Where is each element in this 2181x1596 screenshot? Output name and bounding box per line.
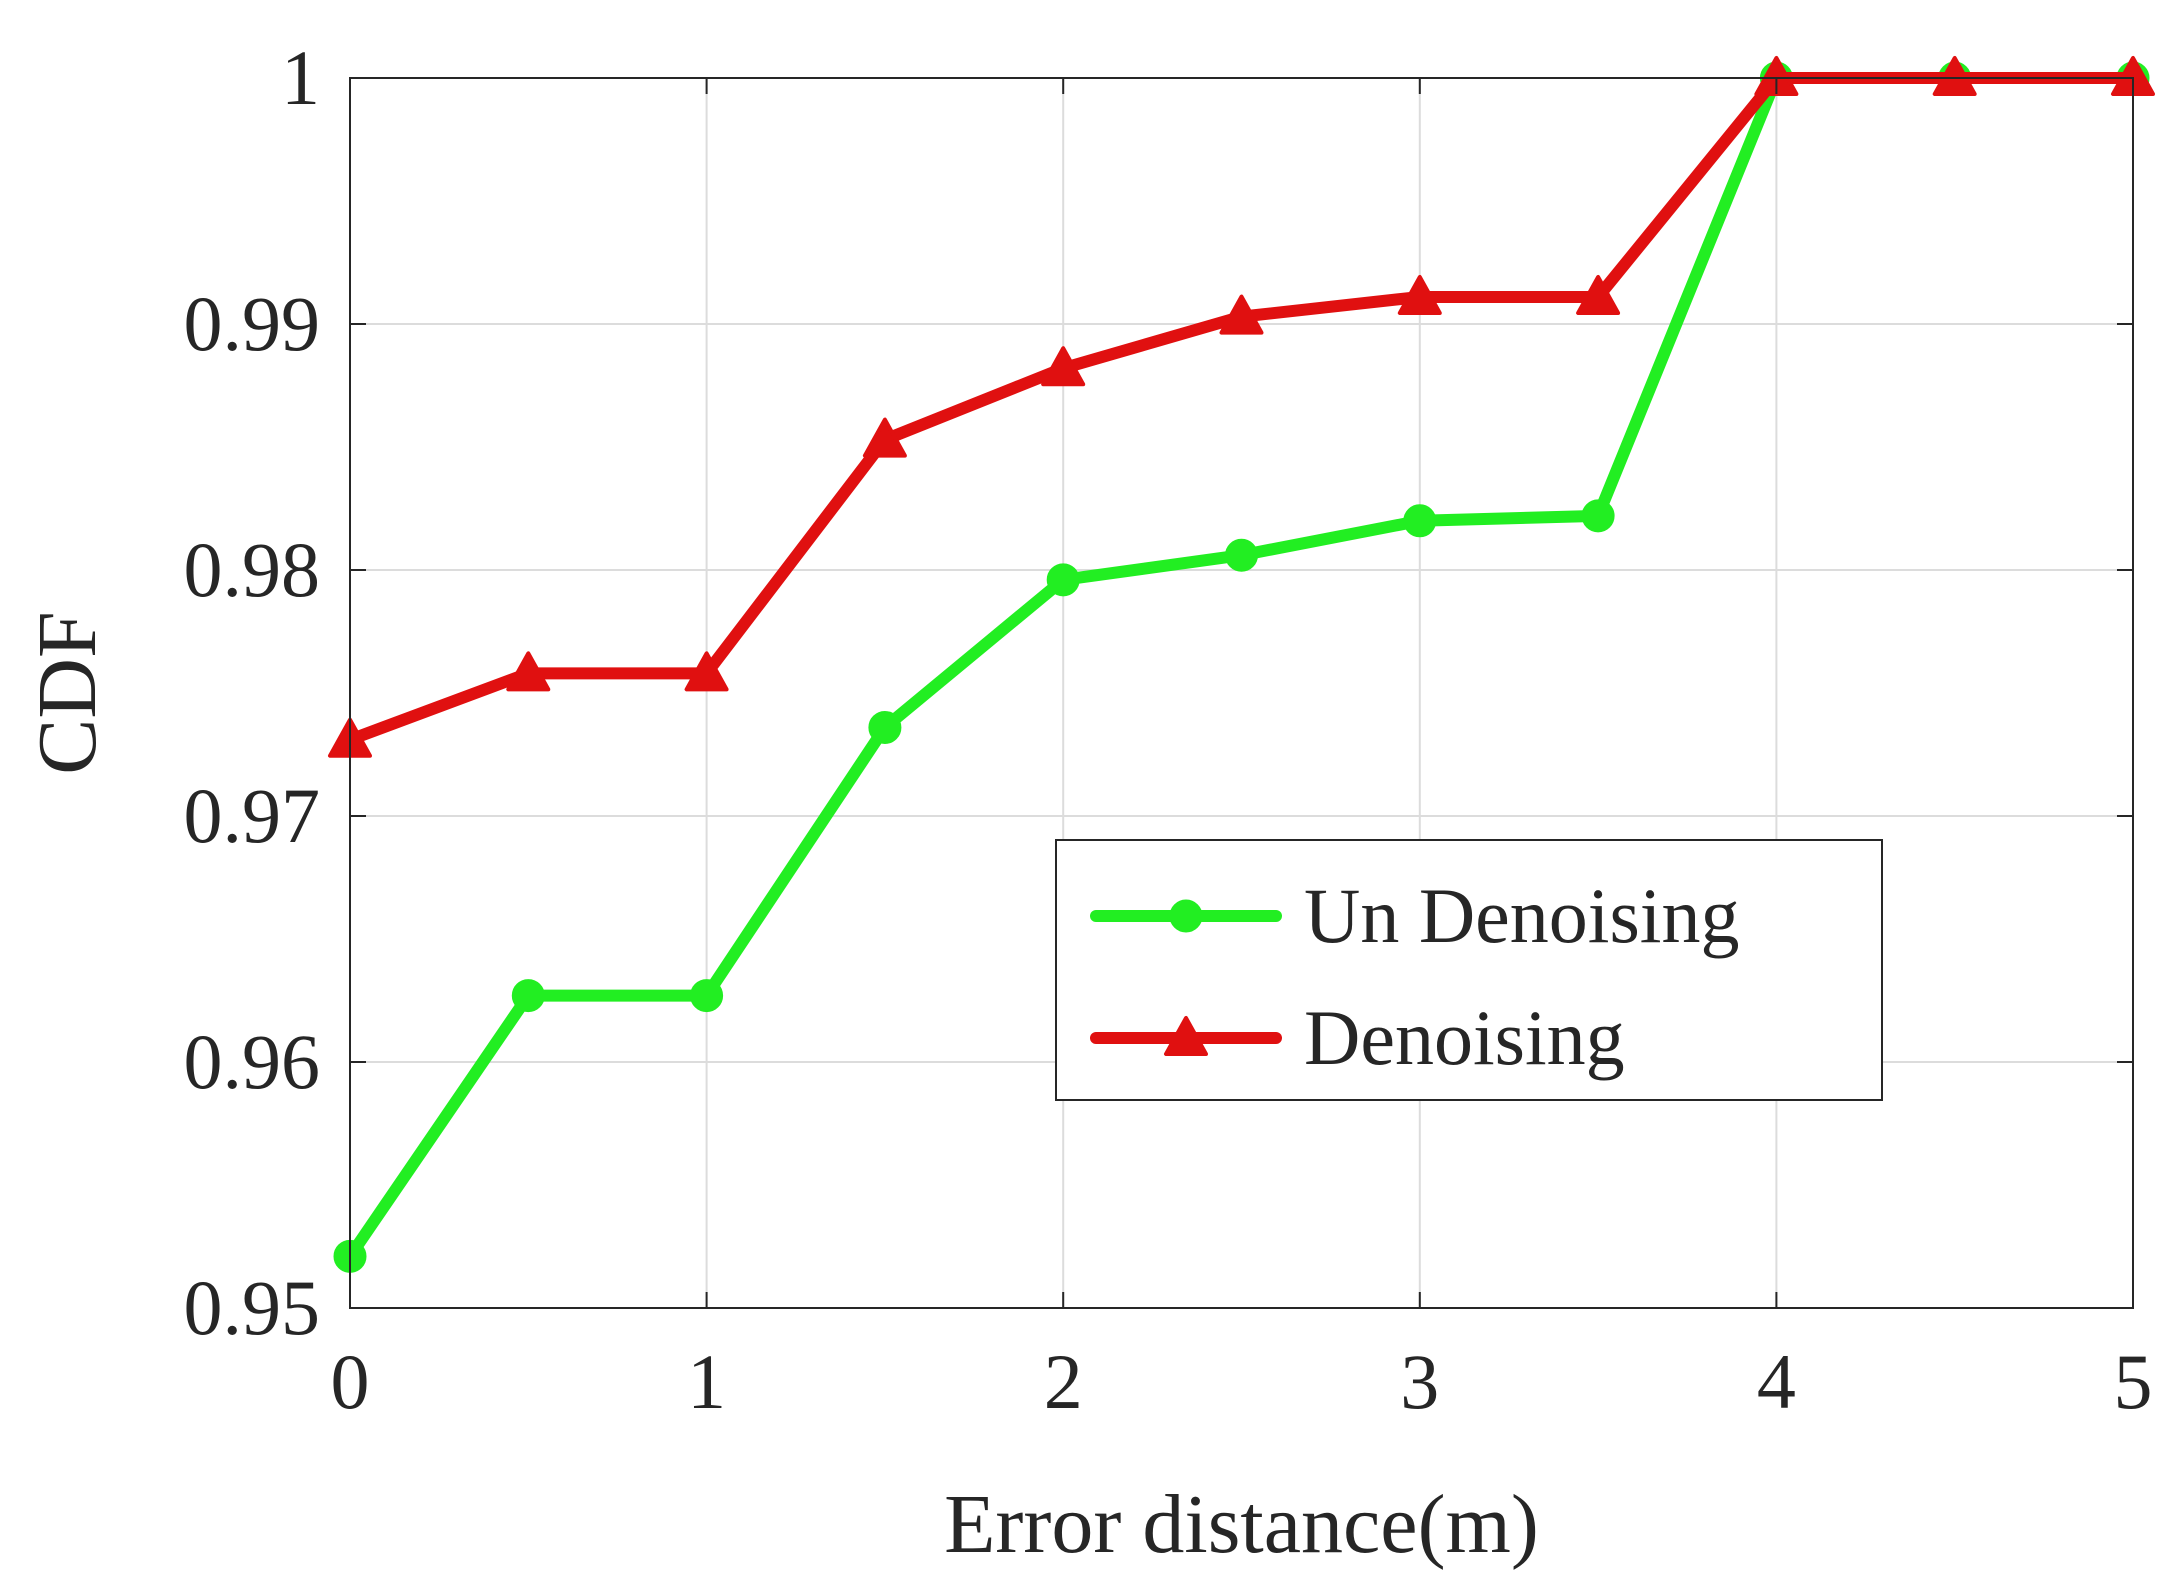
axis-ticks: 0 1 2 3 4 5 0.95 0.96 0.97 0.98 0.99 1 xyxy=(184,34,2153,1425)
data-point xyxy=(1932,56,1977,96)
data-point xyxy=(1046,563,1080,597)
data-point xyxy=(1403,504,1437,538)
x-tick-label: 4 xyxy=(1757,1338,1796,1425)
legend-entry: Denoising xyxy=(1090,994,1625,1081)
data-point xyxy=(1219,294,1264,335)
data-point xyxy=(868,710,902,744)
x-tick-label: 5 xyxy=(2114,1338,2153,1425)
legend-label: Un Denoising xyxy=(1304,872,1739,959)
data-point xyxy=(1581,499,1615,533)
data-point xyxy=(690,979,724,1013)
x-tick-label: 1 xyxy=(687,1338,726,1425)
y-tick-label: 0.99 xyxy=(184,280,321,367)
y-tick-label: 0.96 xyxy=(184,1018,321,1105)
x-tick-label: 0 xyxy=(331,1338,370,1425)
x-tick-label: 3 xyxy=(1400,1338,1439,1425)
y-tick-label: 0.98 xyxy=(184,526,321,613)
data-point xyxy=(1397,274,1442,315)
legend-entry: Un Denoising xyxy=(1090,872,1739,959)
legend-box xyxy=(1055,839,1883,1101)
y-tick-label: 1 xyxy=(281,34,320,121)
x-tick-label: 2 xyxy=(1044,1338,1083,1425)
legend-label: Denoising xyxy=(1304,994,1625,1081)
legend-swatch-marker xyxy=(1164,1016,1208,1056)
data-point xyxy=(1576,274,1621,315)
data-point xyxy=(684,651,729,692)
y-tick-label: 0.95 xyxy=(184,1264,321,1351)
data-point xyxy=(506,651,551,692)
legend-swatch-marker xyxy=(1169,899,1203,933)
data-point xyxy=(511,979,545,1013)
legend-entries: Un Denoising Denoising xyxy=(1090,872,1739,1081)
data-point xyxy=(1225,538,1258,572)
plot-frame xyxy=(349,77,2134,1309)
legend: Un Denoising Denoising xyxy=(1055,839,1883,1101)
y-tick-label: 0.97 xyxy=(184,772,321,859)
y-axis-title: CDF xyxy=(21,611,114,774)
data-point xyxy=(1041,346,1086,387)
data-point xyxy=(862,417,907,458)
x-axis-title: Error distance(m) xyxy=(944,1478,1539,1571)
